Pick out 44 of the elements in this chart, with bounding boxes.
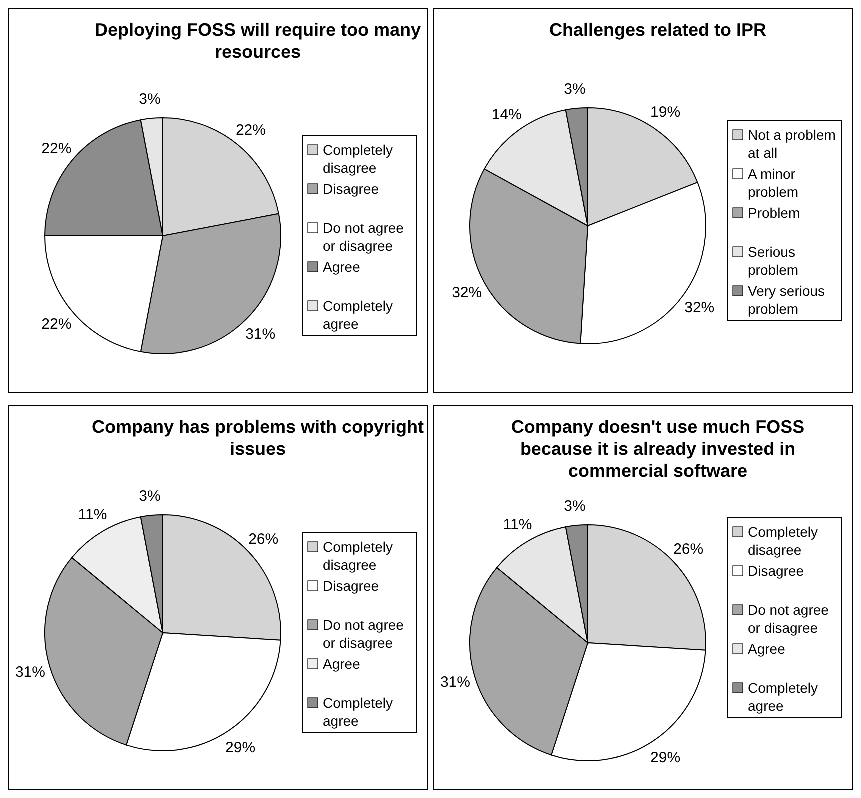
chart-title: Deploying FOSS will require too many resources (94, 20, 422, 62)
legend-label: Not a problem at all (748, 126, 836, 161)
data-label: 14% (492, 106, 522, 124)
legend-label: Disagree (748, 562, 804, 579)
legend-label: Completely disagree (323, 142, 394, 176)
data-label: 11% (503, 516, 532, 534)
legend-label: Agree (323, 258, 361, 275)
data-label: 31% (246, 326, 276, 343)
legend-label: A minor problem (748, 166, 799, 200)
legend-label: Disagree (323, 578, 380, 594)
chart-title: Company doesn't use much FOSS because it is already invested in commercial software (511, 417, 805, 481)
legend-label: Agree (323, 656, 361, 672)
legend-label: Do not agree or disagree (748, 602, 830, 636)
legend-label: Do not agree or disagree (323, 616, 404, 651)
data-label: 31% (15, 664, 46, 681)
data-label: 3% (564, 498, 586, 515)
data-label: 3% (139, 488, 161, 505)
legend-label: Very serious problem (748, 282, 826, 317)
legend-label: Problem (748, 204, 800, 221)
data-label: 26% (248, 530, 279, 548)
data-label: 29% (226, 739, 256, 756)
legend-label: Completely agree (323, 298, 394, 332)
data-label: 26% (674, 540, 704, 558)
legend-label: Do not agree or disagree (323, 220, 404, 254)
chart-title: Company has problems with copyright issues (92, 417, 424, 459)
legend-label: Completely agree (748, 680, 818, 714)
data-label: 32% (684, 299, 715, 316)
legend-label: Disagree (323, 180, 380, 197)
data-label: 11% (78, 506, 108, 524)
data-label: 31% (440, 674, 470, 691)
legend-label: Serious problem (748, 244, 799, 278)
data-label: 3% (564, 80, 586, 98)
data-label: 22% (42, 316, 72, 334)
data-label: 19% (650, 104, 681, 122)
data-label: 3% (139, 90, 161, 108)
legend-label: Completely disagree (748, 524, 818, 558)
data-label: 22% (42, 140, 72, 158)
legend-label: Completely agree (323, 694, 394, 729)
data-label: 29% (650, 749, 681, 766)
data-label: 22% (236, 122, 266, 139)
data-label: 32% (452, 284, 482, 302)
legend-label: Completely disagree (323, 538, 394, 573)
legend-label: Agree (748, 640, 786, 657)
chart-title: Challenges related to IPR (549, 20, 767, 40)
